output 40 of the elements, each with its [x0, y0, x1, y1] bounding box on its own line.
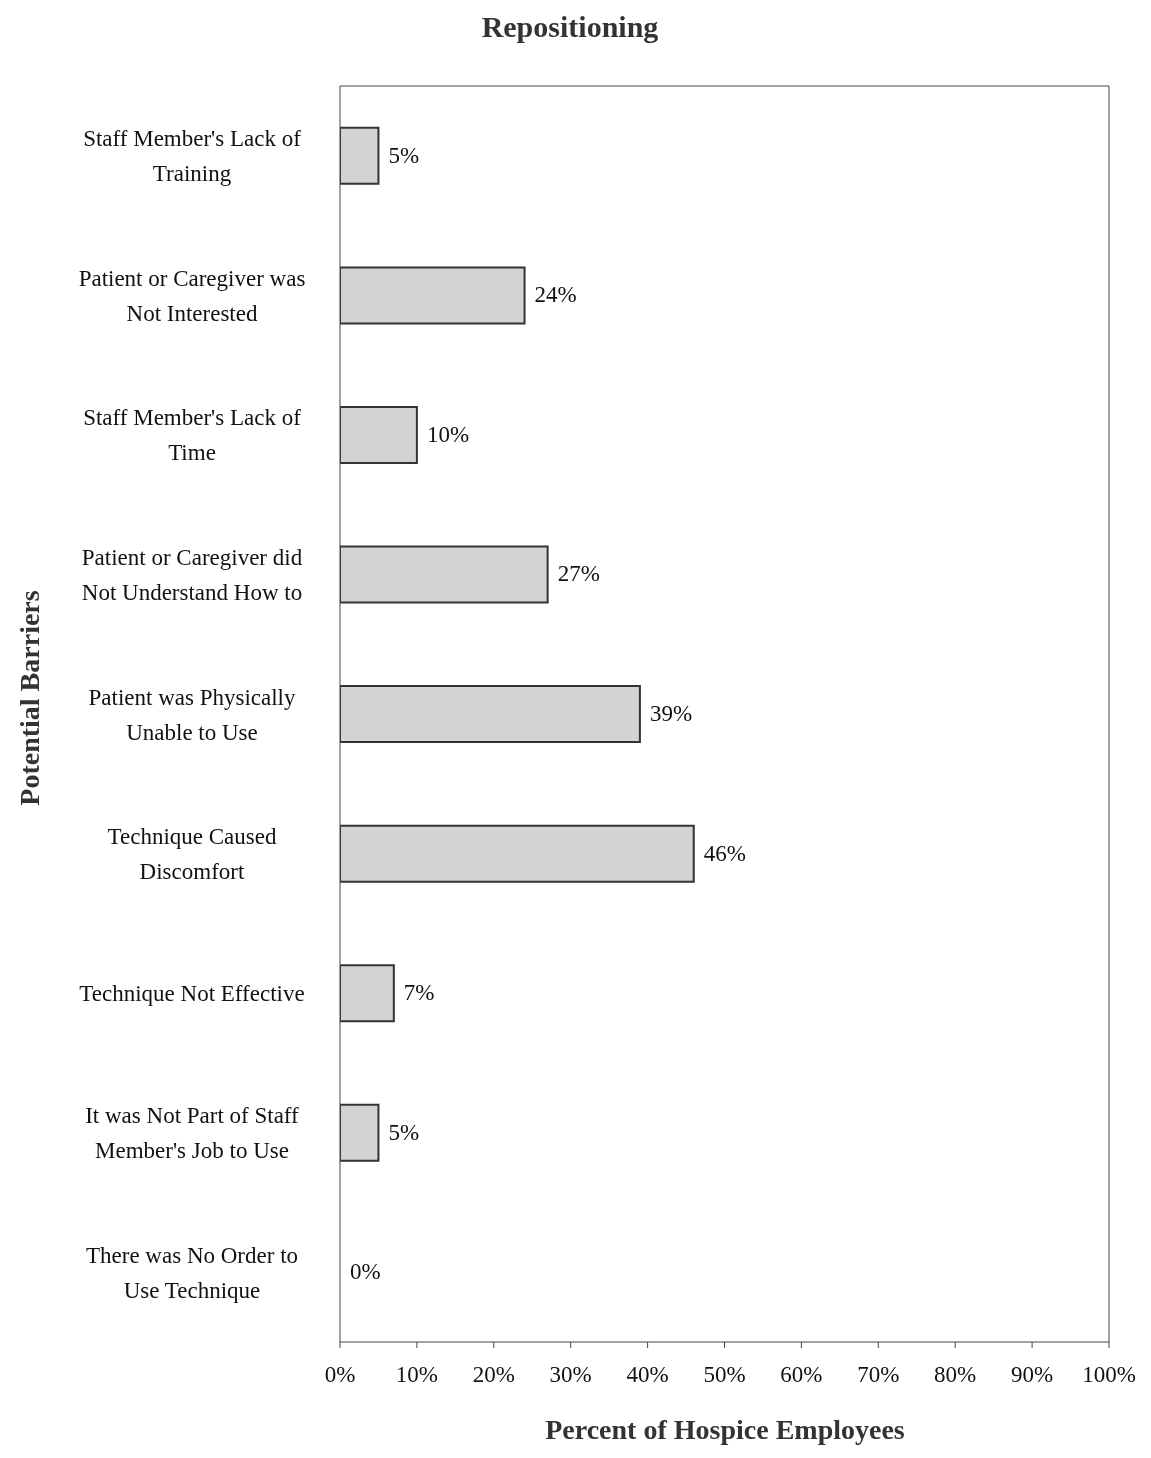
x-tick-label: 20%	[472, 1362, 515, 1388]
bar	[340, 405, 418, 464]
x-tick-label: 30%	[549, 1362, 592, 1388]
x-tick-label: 60%	[780, 1362, 823, 1388]
x-tick-label: 0%	[324, 1362, 356, 1388]
y-tick-label: Patient or Caregiver was Not Interested	[78, 265, 306, 326]
data-label: 27%	[557, 560, 600, 589]
x-tick-label: 100%	[1082, 1362, 1136, 1388]
chart-title: Repositioning	[480, 10, 660, 44]
data-label: 5%	[388, 141, 420, 170]
x-tick-label: 50%	[703, 1362, 746, 1388]
bar	[340, 685, 641, 744]
y-tick-label: Patient was Physically Unable to Use	[88, 684, 296, 744]
bar	[340, 266, 526, 325]
y-tick-label: There was No Order to Use Technique	[85, 1242, 299, 1303]
y-axis-title: Potential Barriers	[14, 589, 46, 808]
x-tick-label: 90%	[1011, 1362, 1054, 1388]
data-label: 0%	[350, 1258, 381, 1287]
data-label: 24%	[534, 281, 577, 310]
x-tick-label: 80%	[934, 1362, 977, 1388]
y-tick-label: It was Not Part of Staff Member's Job to Use	[85, 1102, 300, 1163]
y-tick-label: Technique Caused Discomfort	[107, 823, 277, 884]
y-tick-label: Technique Not Effective	[79, 980, 305, 1006]
data-label: 39%	[649, 700, 693, 728]
bar	[340, 824, 695, 883]
bar	[340, 126, 380, 185]
data-label: 7%	[403, 979, 435, 1008]
bar	[340, 1103, 380, 1162]
x-tick-label: 10%	[395, 1362, 438, 1388]
data-label: 10%	[426, 420, 470, 449]
x-axis-title: Percent of Hospice Employees	[544, 1414, 906, 1446]
y-tick-label: Staff Member's Lack of Training	[83, 125, 302, 186]
data-label: 5%	[388, 1118, 420, 1147]
data-label: 46%	[703, 839, 746, 868]
bar	[340, 964, 395, 1023]
y-tick-label: Patient or Caregiver did Not Understand How to	[81, 544, 303, 605]
x-tick-label: 70%	[857, 1362, 900, 1388]
y-tick-label: Staff Member's Lack of Time	[83, 404, 302, 465]
x-tick-label: 40%	[626, 1362, 669, 1388]
bar	[340, 545, 549, 604]
